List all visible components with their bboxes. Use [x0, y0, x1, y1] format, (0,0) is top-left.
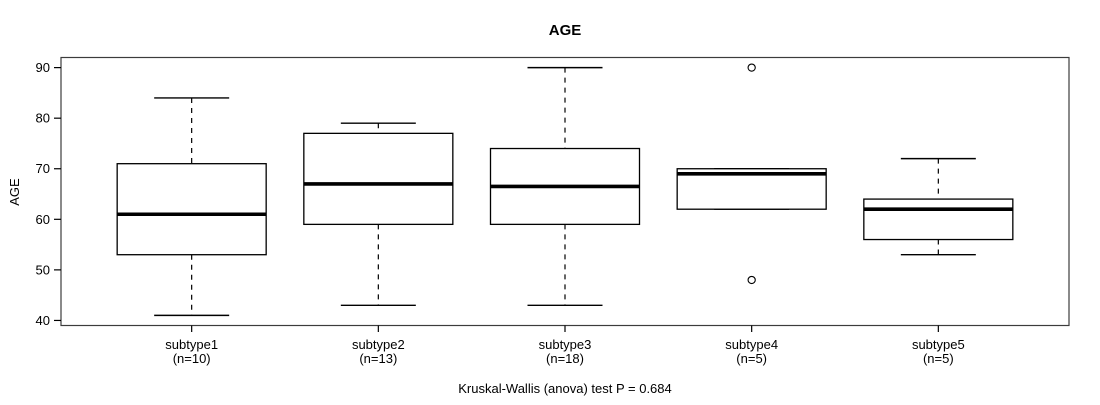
- x-category-count: (n=5): [923, 351, 954, 366]
- iqr-box: [116, 163, 267, 256]
- x-category-count: (n=18): [546, 351, 584, 366]
- iqr-box: [863, 198, 1014, 241]
- x-category-count: (n=10): [173, 351, 211, 366]
- y-tick-label: 70: [36, 161, 50, 176]
- y-tick-label: 90: [36, 60, 50, 75]
- y-tick-label: 60: [36, 212, 50, 227]
- x-category-label: subtype4: [725, 337, 778, 352]
- x-category-label: subtype3: [539, 337, 592, 352]
- x-category-count: (n=13): [359, 351, 397, 366]
- plot-area: 40 50 60 70 80 90 subtype1(n=10) subtype2(n=13)…: [36, 56, 1070, 366]
- y-tick-label: 80: [36, 111, 50, 126]
- y-axis-title: AGE: [7, 178, 22, 206]
- chart-title: AGE: [549, 22, 582, 39]
- iqr-box: [303, 132, 454, 226]
- y-tick-label: 50: [36, 262, 50, 277]
- outlier-point: [747, 275, 756, 285]
- x-category-label: subtype5: [912, 337, 965, 352]
- y-tick-label: 40: [36, 313, 50, 328]
- stat-test-caption: Kruskal-Wallis (anova) test P = 0.684: [458, 381, 672, 396]
- outlier-point: [747, 63, 756, 72]
- x-category-label: subtype2: [352, 337, 405, 352]
- x-category-count: (n=5): [736, 351, 767, 366]
- x-category-label: subtype1: [165, 337, 218, 352]
